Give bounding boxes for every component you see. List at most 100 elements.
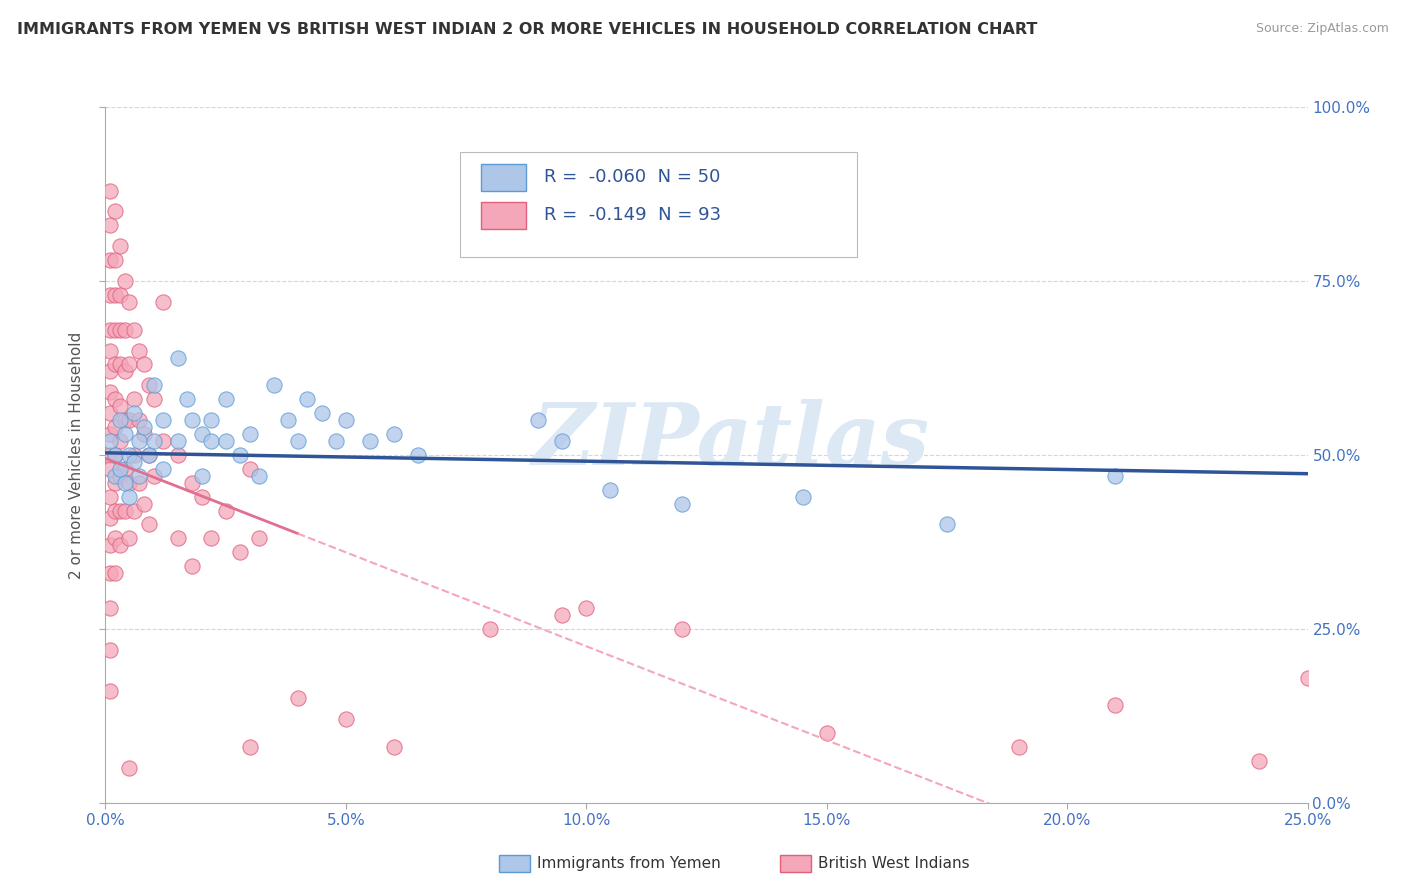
Point <box>132 497 155 511</box>
Point <box>190 427 212 442</box>
Point <box>138 448 160 462</box>
Point <box>190 490 212 504</box>
Point <box>311 406 333 420</box>
Point <box>132 420 155 434</box>
Point <box>247 468 270 483</box>
Point <box>124 392 146 407</box>
Point <box>138 517 160 532</box>
Point <box>382 427 405 442</box>
Point <box>114 323 136 337</box>
Point <box>527 413 550 427</box>
Point <box>108 462 131 476</box>
FancyBboxPatch shape <box>460 153 856 257</box>
Point <box>277 413 299 427</box>
Point <box>128 468 150 483</box>
Point <box>98 601 121 615</box>
Point <box>671 497 693 511</box>
Point <box>98 288 121 302</box>
Point <box>297 392 319 407</box>
Point <box>98 462 121 476</box>
Point <box>104 392 127 407</box>
Point <box>599 483 621 497</box>
Point <box>98 434 121 448</box>
Point <box>108 399 131 413</box>
Point <box>214 392 236 407</box>
Point <box>128 475 150 490</box>
Point <box>98 427 121 442</box>
Point <box>98 253 121 268</box>
Point <box>124 323 146 337</box>
Point <box>108 323 131 337</box>
Point <box>118 294 141 309</box>
Point <box>200 434 222 448</box>
Point <box>124 448 146 462</box>
Point <box>936 517 959 532</box>
Point <box>671 622 693 636</box>
Point <box>98 566 121 581</box>
Point <box>98 490 121 504</box>
Point <box>104 468 127 483</box>
Point <box>200 532 222 546</box>
Point <box>359 434 381 448</box>
Point <box>200 413 222 427</box>
Bar <box>481 202 526 228</box>
Point <box>214 434 236 448</box>
Point <box>98 364 121 378</box>
Point <box>128 434 150 448</box>
Point <box>108 468 131 483</box>
Point <box>229 448 252 462</box>
Y-axis label: 2 or more Vehicles in Household: 2 or more Vehicles in Household <box>69 331 84 579</box>
Point <box>335 712 357 726</box>
Point <box>239 462 262 476</box>
Point <box>118 413 141 427</box>
Point <box>118 448 141 462</box>
Point <box>104 448 127 462</box>
Point <box>98 642 121 657</box>
Point <box>104 503 127 517</box>
Point <box>1008 740 1031 755</box>
Point <box>181 559 204 574</box>
Point <box>1249 754 1271 768</box>
Point <box>98 510 121 524</box>
Text: R =  -0.149  N = 93: R = -0.149 N = 93 <box>544 206 721 224</box>
Point <box>792 490 814 504</box>
Point <box>181 413 204 427</box>
Point <box>479 622 502 636</box>
Point <box>108 503 131 517</box>
Point <box>1296 671 1319 685</box>
Point <box>575 601 598 615</box>
Point <box>287 434 309 448</box>
Point <box>287 691 309 706</box>
Point <box>98 323 121 337</box>
Point <box>132 427 155 442</box>
Point <box>104 566 127 581</box>
Point <box>142 468 165 483</box>
Point <box>98 538 121 552</box>
Point <box>124 455 146 469</box>
Point <box>1104 698 1126 713</box>
Point <box>152 413 174 427</box>
Point <box>152 294 174 309</box>
Point <box>108 538 131 552</box>
Point <box>98 406 121 420</box>
Point <box>108 288 131 302</box>
Point <box>124 503 146 517</box>
Text: British West Indians: British West Indians <box>818 856 970 871</box>
Point <box>98 448 121 462</box>
Point <box>118 532 141 546</box>
Point <box>114 503 136 517</box>
Text: Immigrants from Yemen: Immigrants from Yemen <box>537 856 721 871</box>
Point <box>142 434 165 448</box>
Point <box>104 532 127 546</box>
Point <box>406 448 429 462</box>
Point <box>335 413 357 427</box>
Bar <box>481 164 526 191</box>
Point <box>142 378 165 392</box>
Point <box>152 434 174 448</box>
Point <box>114 413 136 427</box>
Point <box>142 392 165 407</box>
Point <box>104 358 127 372</box>
Point <box>104 448 127 462</box>
Point <box>104 204 127 219</box>
Text: Source: ZipAtlas.com: Source: ZipAtlas.com <box>1256 22 1389 36</box>
